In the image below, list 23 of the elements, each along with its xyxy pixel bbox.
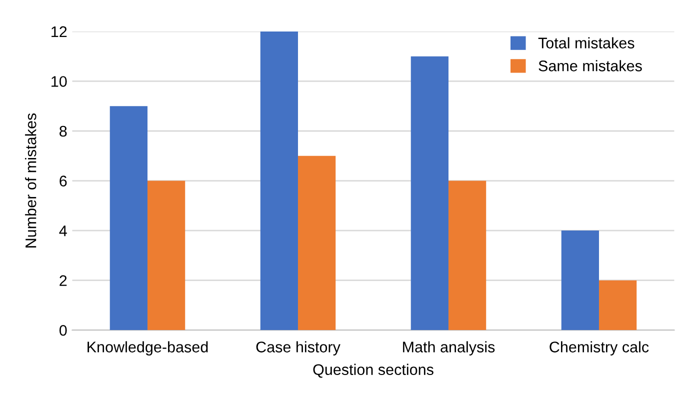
bar — [298, 156, 336, 330]
legend-label: Same mistakes — [538, 60, 642, 72]
y-tick-label: 0 — [59, 324, 67, 336]
bar — [260, 31, 298, 330]
bar — [598, 280, 637, 330]
y-tick-label: 8 — [60, 126, 67, 137]
bar — [561, 230, 599, 330]
bar — [110, 106, 148, 330]
x-axis-title: Question sections — [313, 364, 434, 378]
y-axis-title: Number of mistakes — [25, 113, 36, 248]
x-tick-label: Math analysis — [403, 341, 495, 356]
y-tick-label: 10 — [52, 76, 67, 87]
x-tick-label: Chemistry calc — [550, 341, 649, 356]
y-tick-label: 4 — [59, 226, 67, 236]
bar — [448, 180, 486, 330]
y-tick-label: 2 — [60, 275, 67, 286]
y-tick-label: 6 — [60, 176, 67, 186]
x-tick-label: Case history — [256, 341, 340, 356]
bar — [410, 56, 448, 330]
y-tick-label: 12 — [52, 26, 67, 37]
x-tick-label: Knowledge-based — [88, 341, 208, 356]
bar — [147, 180, 186, 330]
legend-label: Total mistakes — [538, 37, 634, 48]
